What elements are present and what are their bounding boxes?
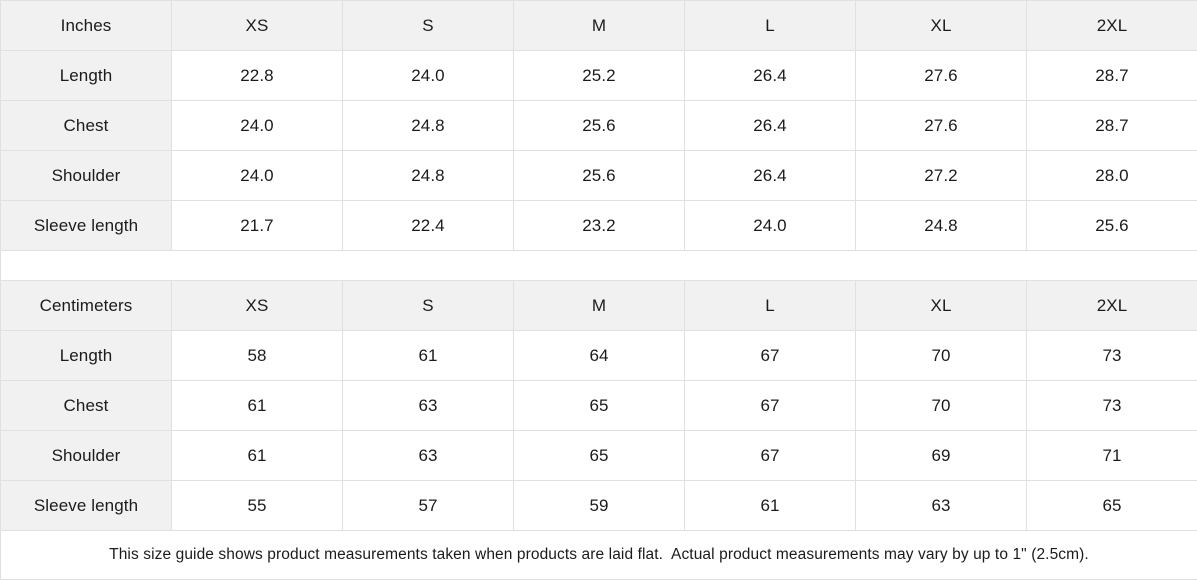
value-cell: 55 (171, 480, 343, 531)
value-cell: 24.8 (342, 150, 514, 201)
value-cell: 67 (684, 380, 856, 431)
size-header-2xl: 2XL (1026, 0, 1197, 51)
value-cell: 26.4 (684, 150, 856, 201)
value-cell: 71 (1026, 430, 1197, 481)
row-label-length: Length (0, 330, 172, 381)
value-cell: 63 (342, 430, 514, 481)
value-cell: 61 (171, 430, 343, 481)
value-cell: 65 (513, 430, 685, 481)
row-label-length: Length (0, 50, 172, 101)
value-cell: 70 (855, 330, 1027, 381)
value-cell: 67 (684, 330, 856, 381)
value-cell: 26.4 (684, 100, 856, 151)
size-header-s: S (342, 0, 514, 51)
inches-chest-row: Chest 24.0 24.8 25.6 26.4 27.6 28.7 (0, 100, 1197, 151)
value-cell: 21.7 (171, 200, 343, 251)
row-label-shoulder: Shoulder (0, 430, 172, 481)
value-cell: 57 (342, 480, 514, 531)
value-cell: 25.6 (513, 100, 685, 151)
row-label-chest: Chest (0, 100, 172, 151)
value-cell: 63 (855, 480, 1027, 531)
value-cell: 24.0 (171, 100, 343, 151)
size-header-m: M (513, 0, 685, 51)
inches-shoulder-row: Shoulder 24.0 24.8 25.6 26.4 27.2 28.0 (0, 150, 1197, 201)
value-cell: 24.0 (171, 150, 343, 201)
section-spacer (0, 250, 1197, 281)
value-cell: 25.6 (513, 150, 685, 201)
value-cell: 28.0 (1026, 150, 1197, 201)
value-cell: 65 (1026, 480, 1197, 531)
value-cell: 25.2 (513, 50, 685, 101)
value-cell: 22.8 (171, 50, 343, 101)
value-cell: 27.6 (855, 100, 1027, 151)
size-header-xs: XS (171, 280, 343, 331)
row-label-sleeve-length: Sleeve length (0, 200, 172, 251)
inches-header-row: Inches XS S M L XL 2XL (0, 0, 1197, 51)
value-cell: 27.2 (855, 150, 1027, 201)
value-cell: 70 (855, 380, 1027, 431)
inches-length-row: Length 22.8 24.0 25.2 26.4 27.6 28.7 (0, 50, 1197, 101)
value-cell: 63 (342, 380, 514, 431)
value-cell: 24.0 (684, 200, 856, 251)
unit-header-centimeters: Centimeters (0, 280, 172, 331)
size-header-l: L (684, 0, 856, 51)
centimeters-sleeve-length-row: Sleeve length 55 57 59 61 63 65 (0, 480, 1197, 531)
value-cell: 67 (684, 430, 856, 481)
value-cell: 73 (1026, 380, 1197, 431)
value-cell: 59 (513, 480, 685, 531)
footnote-row: This size guide shows product measuremen… (0, 530, 1197, 580)
row-label-chest: Chest (0, 380, 172, 431)
section-spacer-row (0, 250, 1197, 281)
row-label-sleeve-length: Sleeve length (0, 480, 172, 531)
size-header-xs: XS (171, 0, 343, 51)
size-header-2xl: 2XL (1026, 280, 1197, 331)
value-cell: 61 (171, 380, 343, 431)
value-cell: 27.6 (855, 50, 1027, 101)
inches-sleeve-length-row: Sleeve length 21.7 22.4 23.2 24.0 24.8 2… (0, 200, 1197, 251)
size-header-xl: XL (855, 0, 1027, 51)
value-cell: 25.6 (1026, 200, 1197, 251)
size-guide-footnote: This size guide shows product measuremen… (0, 530, 1197, 580)
value-cell: 28.7 (1026, 50, 1197, 101)
value-cell: 65 (513, 380, 685, 431)
value-cell: 24.8 (855, 200, 1027, 251)
centimeters-chest-row: Chest 61 63 65 67 70 73 (0, 380, 1197, 431)
value-cell: 69 (855, 430, 1027, 481)
value-cell: 64 (513, 330, 685, 381)
size-header-l: L (684, 280, 856, 331)
unit-header-inches: Inches (0, 0, 172, 51)
value-cell: 24.8 (342, 100, 514, 151)
value-cell: 22.4 (342, 200, 514, 251)
value-cell: 61 (684, 480, 856, 531)
centimeters-shoulder-row: Shoulder 61 63 65 67 69 71 (0, 430, 1197, 481)
value-cell: 73 (1026, 330, 1197, 381)
value-cell: 58 (171, 330, 343, 381)
size-header-xl: XL (855, 280, 1027, 331)
size-header-m: M (513, 280, 685, 331)
value-cell: 61 (342, 330, 514, 381)
value-cell: 24.0 (342, 50, 514, 101)
size-header-s: S (342, 280, 514, 331)
value-cell: 26.4 (684, 50, 856, 101)
value-cell: 28.7 (1026, 100, 1197, 151)
row-label-shoulder: Shoulder (0, 150, 172, 201)
centimeters-length-row: Length 58 61 64 67 70 73 (0, 330, 1197, 381)
centimeters-header-row: Centimeters XS S M L XL 2XL (0, 280, 1197, 331)
value-cell: 23.2 (513, 200, 685, 251)
